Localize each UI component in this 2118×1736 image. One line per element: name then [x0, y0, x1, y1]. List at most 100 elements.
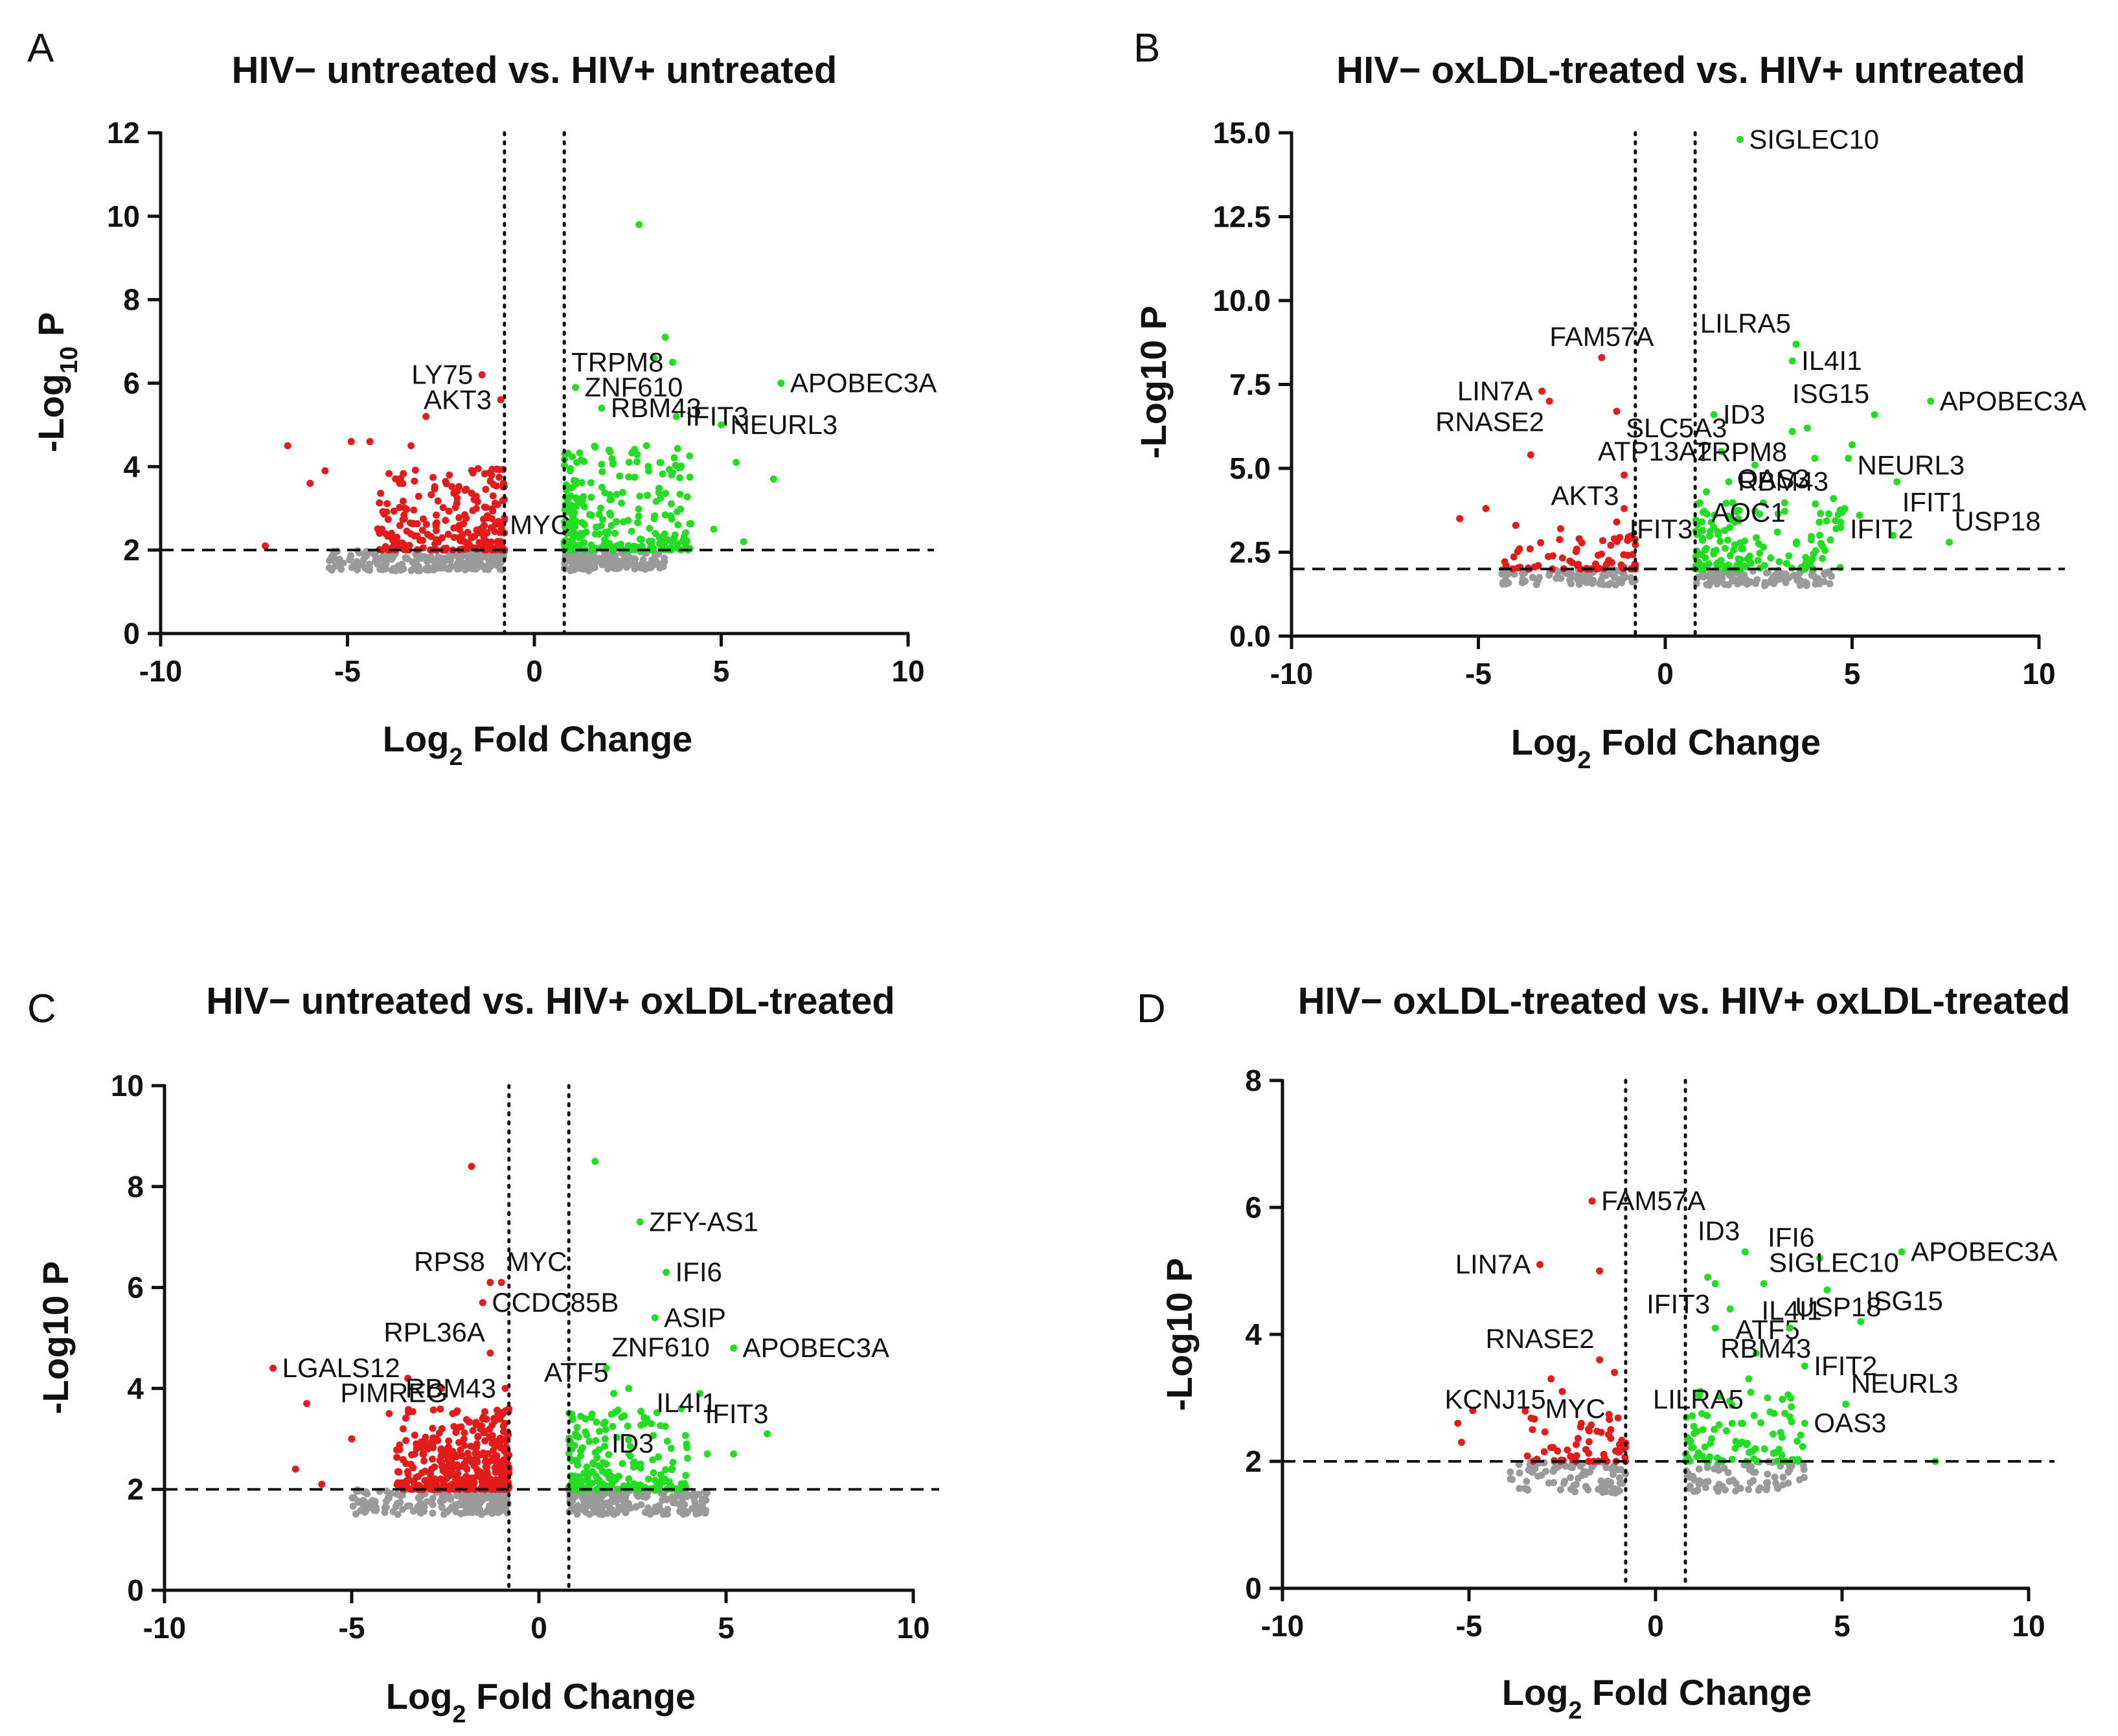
- labeled-point: [1760, 1280, 1768, 1288]
- up-point: [662, 1466, 669, 1474]
- up-point: [616, 472, 624, 480]
- down-point: [1582, 1446, 1589, 1454]
- up-point: [1755, 540, 1762, 548]
- down-point: [1527, 451, 1534, 459]
- down-point: [420, 1457, 428, 1465]
- up-point: [1774, 510, 1782, 518]
- up-point: [1764, 1394, 1771, 1402]
- up-point: [604, 528, 612, 536]
- up-point: [578, 1444, 586, 1452]
- up-point: [1845, 454, 1852, 462]
- ns-point: [1788, 1462, 1795, 1470]
- down-point: [496, 1415, 504, 1423]
- up-point: [668, 1465, 676, 1472]
- down-point: [482, 538, 490, 545]
- up-point: [586, 1437, 593, 1445]
- up-point: [1793, 1437, 1801, 1445]
- up-point: [630, 1463, 637, 1471]
- up-point: [1827, 536, 1834, 543]
- down-point: [429, 1406, 437, 1414]
- up-point: [602, 1470, 610, 1478]
- up-point: [645, 467, 652, 475]
- up-point: [587, 494, 595, 501]
- up-point: [1782, 560, 1790, 567]
- ns-point: [469, 1497, 476, 1505]
- down-point: [498, 1465, 506, 1473]
- down-point: [284, 442, 291, 450]
- up-point: [1738, 1438, 1746, 1446]
- down-point: [392, 475, 400, 483]
- ns-point: [472, 558, 480, 565]
- up-point: [1708, 1435, 1716, 1443]
- gene-label: LILRA5: [1700, 308, 1791, 338]
- down-point: [437, 1405, 444, 1413]
- up-point: [628, 527, 635, 535]
- ns-point: [689, 1505, 696, 1513]
- down-point: [1527, 1414, 1535, 1422]
- up-point: [572, 1430, 580, 1438]
- gene-label: IFIT2: [1850, 514, 1913, 544]
- ns-point: [639, 1492, 647, 1500]
- up-point: [1715, 1421, 1723, 1429]
- y-tick-label: 4: [123, 450, 140, 483]
- up-point: [648, 538, 655, 545]
- ns-point: [601, 551, 609, 559]
- up-point: [573, 518, 580, 525]
- labeled-point: [1792, 340, 1800, 348]
- up-point: [1737, 539, 1744, 547]
- gene-label: AKT3: [1551, 480, 1619, 510]
- gene-label: IFIT3: [685, 401, 749, 431]
- ns-point: [353, 562, 361, 570]
- gene-label: LY75: [411, 360, 473, 390]
- up-point: [593, 1472, 600, 1480]
- ns-point: [622, 1509, 630, 1516]
- labeled-point: [1588, 1197, 1596, 1205]
- ns-point: [1784, 1468, 1792, 1476]
- up-point: [1698, 551, 1705, 558]
- ns-point: [573, 1510, 581, 1518]
- down-point: [1607, 542, 1615, 549]
- up-point: [740, 538, 747, 545]
- chart-title: HIV− oxLDL-treated vs. HIV+ untreated: [1336, 49, 2025, 91]
- up-point: [631, 474, 639, 481]
- ns-point: [1763, 1483, 1771, 1491]
- ns-point: [337, 565, 345, 573]
- up-point: [1714, 528, 1722, 536]
- ns-point: [610, 565, 618, 573]
- up-point: [663, 1437, 671, 1445]
- panel-c: C HIV− untreated vs. HIV+ oxLDL-treated …: [27, 980, 939, 1728]
- down-point: [490, 1485, 497, 1492]
- ns-point: [1561, 1478, 1569, 1485]
- ns-point: [1554, 573, 1562, 581]
- labeled-point: [602, 1460, 610, 1468]
- gene-label: NEURL3: [1858, 450, 1965, 481]
- up-point: [626, 1443, 634, 1450]
- down-point: [431, 1463, 438, 1471]
- up-point: [1816, 518, 1823, 526]
- down-point: [474, 1433, 482, 1441]
- up-point: [628, 449, 636, 457]
- down-point: [291, 1465, 299, 1473]
- up-point: [587, 479, 595, 486]
- up-point: [1746, 553, 1753, 560]
- up-point: [1729, 499, 1737, 507]
- down-point: [419, 1450, 427, 1458]
- up-point: [582, 1415, 589, 1422]
- down-point: [1585, 1425, 1593, 1433]
- down-point: [1605, 1411, 1613, 1419]
- up-point: [687, 520, 694, 527]
- up-point: [1699, 527, 1707, 534]
- up-point: [684, 1454, 691, 1462]
- ns-point: [1764, 1470, 1771, 1478]
- x-tick-label: 10: [2012, 1609, 2045, 1643]
- down-point: [407, 1461, 415, 1468]
- up-point: [1711, 511, 1718, 519]
- up-point: [625, 473, 633, 481]
- down-point: [411, 466, 419, 474]
- up-point: [682, 1432, 689, 1439]
- gene-label: USP18: [1955, 506, 2041, 536]
- ns-point: [435, 564, 442, 572]
- up-point: [609, 543, 617, 551]
- down-point: [321, 467, 329, 475]
- up-point: [588, 1410, 596, 1418]
